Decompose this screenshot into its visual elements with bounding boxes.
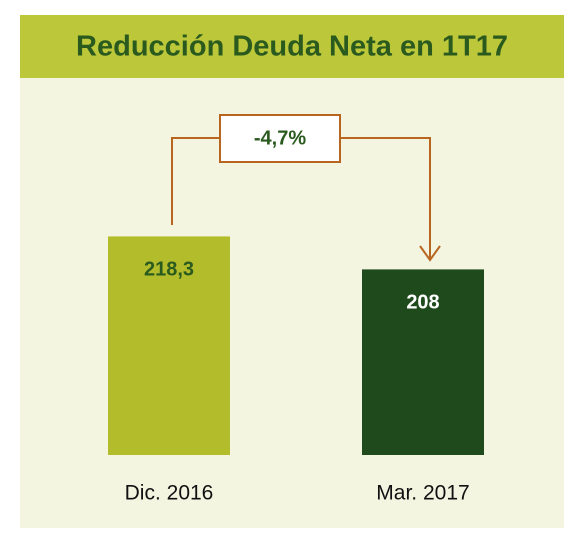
- title-band: [20, 15, 564, 78]
- chart-title: Reducción Deuda Neta en 1T17: [76, 31, 508, 63]
- arrow-head: [419, 245, 441, 262]
- connector-left: [171, 137, 220, 225]
- bar: [108, 236, 230, 455]
- value-label: 218,3: [144, 259, 194, 281]
- change-connector: [171, 137, 441, 262]
- annotation-box: [219, 114, 341, 163]
- x-tick-label: Dic. 2016: [125, 482, 214, 505]
- x-tick-label: Mar. 2017: [376, 482, 469, 505]
- value-label: 208: [406, 292, 439, 314]
- bar: [362, 269, 484, 455]
- connector-right: [340, 137, 431, 258]
- annotation: -4,7%: [254, 127, 306, 149]
